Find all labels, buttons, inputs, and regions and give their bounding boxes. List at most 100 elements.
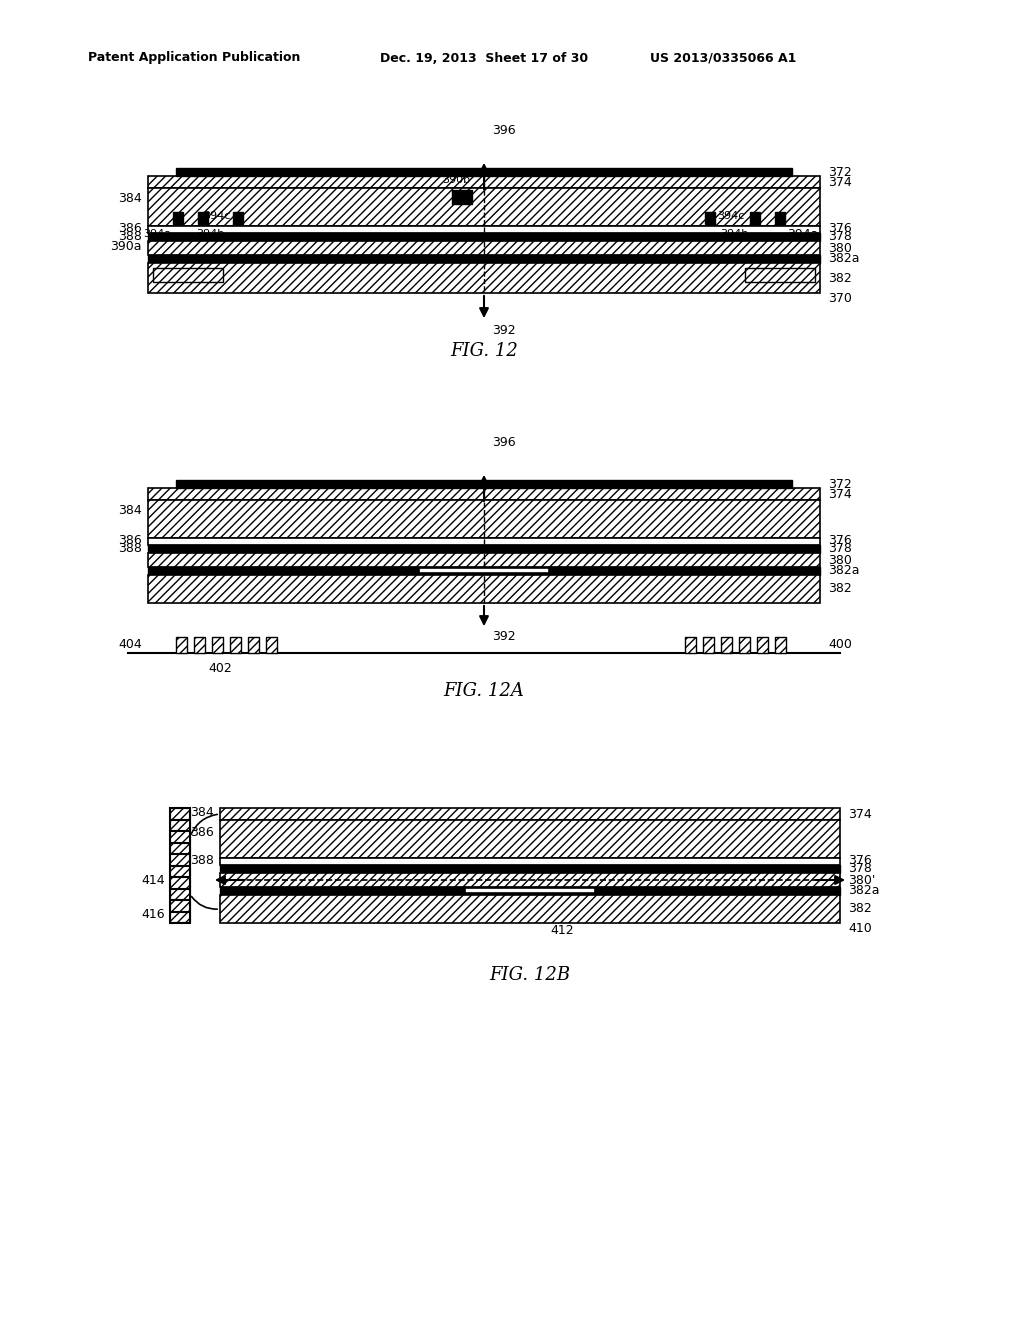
Text: Patent Application Publication: Patent Application Publication [88,51,300,65]
Text: 390a: 390a [111,240,142,253]
Text: 372: 372 [828,478,852,491]
Bar [148,234,820,242]
Bar [757,638,768,653]
Bar [148,545,820,553]
Text: 392: 392 [492,325,516,338]
Bar [194,638,205,653]
Text: 374: 374 [848,808,871,821]
Text: 416: 416 [141,908,165,921]
Bar [220,865,840,873]
Text: 386: 386 [118,223,142,235]
Text: 394b: 394b [720,228,748,239]
Text: 404: 404 [118,639,142,652]
Bar [148,553,820,568]
Bar [170,808,190,923]
Bar [705,213,715,224]
Bar [173,213,183,224]
Text: FIG. 12: FIG. 12 [451,342,518,360]
Text: 390b: 390b [442,176,470,185]
Bar [266,638,278,653]
Bar [176,168,792,176]
Bar [170,900,190,911]
Bar [170,876,190,887]
Text: 388: 388 [118,543,142,556]
Text: 376: 376 [848,854,871,867]
Text: 388: 388 [118,231,142,243]
Text: 394b: 394b [196,228,224,239]
Text: FIG. 12A: FIG. 12A [443,682,524,700]
Text: 410: 410 [848,921,871,935]
Bar [721,638,732,653]
Bar [465,888,595,894]
FancyArrowPatch shape [191,896,217,909]
Bar [220,820,840,858]
Text: 380: 380 [828,242,852,255]
Bar [148,263,820,293]
Bar [170,820,190,830]
Text: 378: 378 [848,862,871,875]
Bar [176,638,187,653]
Text: 380: 380 [828,553,852,566]
Text: 394a: 394a [143,228,171,239]
Text: 382a: 382a [828,565,859,578]
Bar [198,213,208,224]
Bar [230,638,241,653]
Text: 402: 402 [208,663,231,676]
Bar [170,888,190,899]
Text: 400: 400 [828,639,852,652]
Bar [220,873,840,887]
Bar [739,638,750,653]
Text: 386: 386 [190,825,214,838]
Bar [148,242,820,255]
Text: 384: 384 [118,503,142,516]
Text: 382a: 382a [848,884,880,898]
Text: Dec. 19, 2013  Sheet 17 of 30: Dec. 19, 2013 Sheet 17 of 30 [380,51,588,65]
Text: 386: 386 [118,535,142,548]
Bar [170,832,190,842]
Text: 382: 382 [828,582,852,595]
Text: 412: 412 [550,924,573,937]
Text: 388: 388 [190,854,214,867]
Bar [148,500,820,539]
Text: 372: 372 [828,165,852,178]
Bar [148,176,820,187]
Text: 414: 414 [141,874,165,887]
Text: FIG. 12B: FIG. 12B [489,966,570,983]
Text: 382: 382 [828,272,852,285]
Text: 376: 376 [828,223,852,235]
Bar [220,808,840,820]
Bar [775,638,786,653]
Text: 396: 396 [492,124,516,136]
Bar [176,480,792,488]
Bar [170,866,190,876]
Bar [148,226,820,234]
Text: US 2013/0335066 A1: US 2013/0335066 A1 [650,51,797,65]
Bar [148,488,820,500]
Bar [775,213,785,224]
Text: 378: 378 [828,543,852,556]
Text: 382: 382 [848,903,871,916]
Bar [170,912,190,921]
Text: 394c: 394c [717,211,744,220]
Bar [745,268,815,282]
Bar [148,255,820,263]
Text: 394a: 394a [787,227,818,240]
Bar [170,842,190,853]
Bar [220,895,840,923]
Bar [750,213,760,224]
Bar [148,539,820,545]
Bar [148,576,820,603]
Text: 374: 374 [828,487,852,500]
Text: 396: 396 [492,436,516,449]
Text: 382a: 382a [828,252,859,265]
Bar [703,638,714,653]
Text: 376: 376 [828,535,852,548]
Bar [170,808,190,818]
Bar [248,638,259,653]
Bar [153,268,223,282]
Text: 384: 384 [118,191,142,205]
Bar [148,568,820,576]
Bar [419,568,549,573]
Bar [452,190,472,205]
Text: 378: 378 [828,231,852,243]
